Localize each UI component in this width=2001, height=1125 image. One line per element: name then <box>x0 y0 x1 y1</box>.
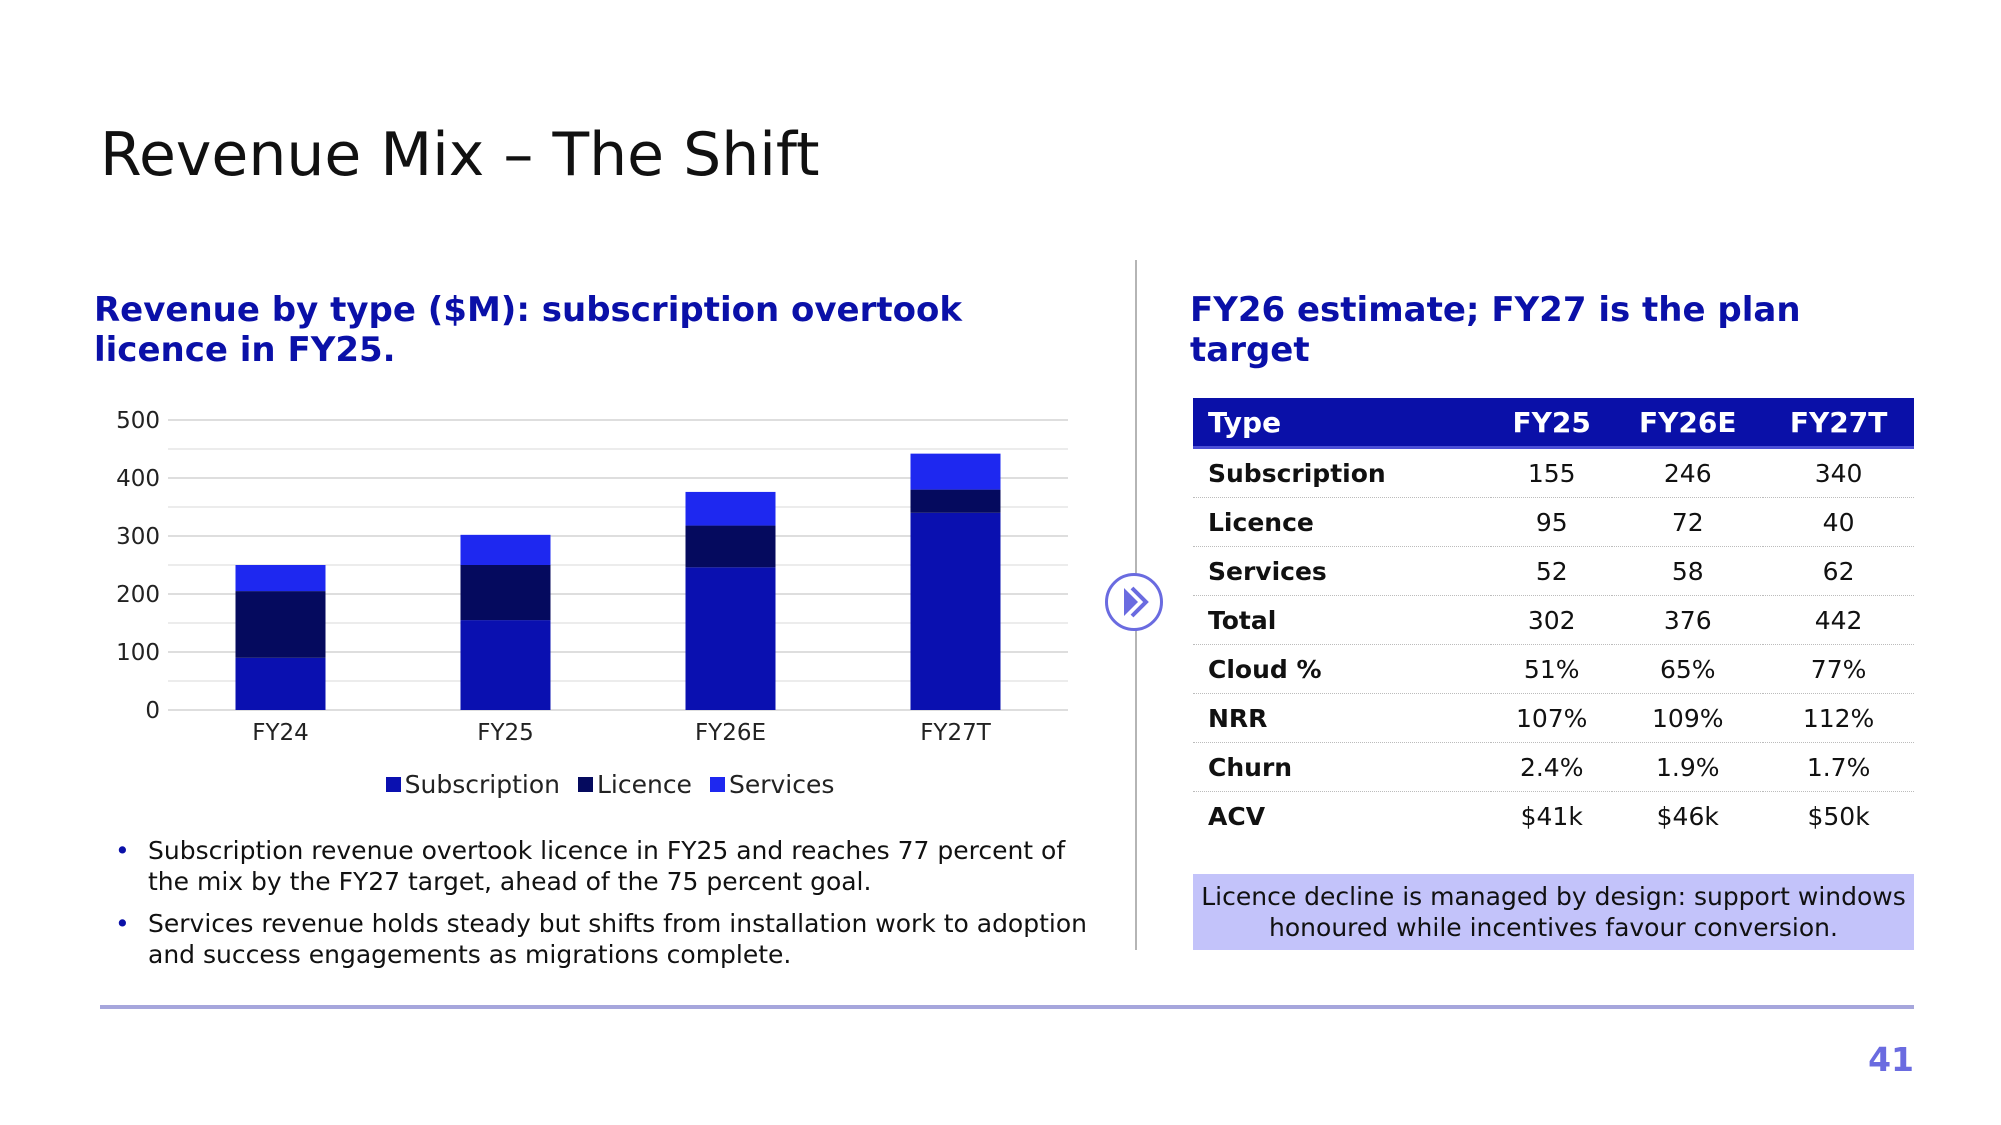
row-label: Cloud % <box>1193 644 1492 694</box>
bullet-list: • Subscription revenue overtook licence … <box>115 835 1095 981</box>
slide-title: Revenue Mix – The Shift <box>100 120 820 190</box>
row-label: Licence <box>1193 497 1492 547</box>
bullet-dot: • <box>115 836 130 865</box>
bar-segment-subscription <box>235 657 326 710</box>
row-label: Churn <box>1193 742 1492 792</box>
table-row: Total 302 376 442 <box>1193 595 1914 645</box>
bullet-item: • Subscription revenue overtook licence … <box>115 835 1095 897</box>
row-label: Subscription <box>1193 447 1492 498</box>
row-label: ACV <box>1208 801 1266 831</box>
table-cell: 72 <box>1612 497 1764 547</box>
table-cell: 109% <box>1612 693 1764 743</box>
y-tick-label: 500 <box>116 408 160 434</box>
table-header-row: Type FY25 FY26E FY27T <box>1193 398 1914 449</box>
bullet-dot: • <box>115 909 130 938</box>
table-cell: 112% <box>1763 693 1914 743</box>
bar-segment-subscription <box>460 620 551 710</box>
legend-label-services: Services <box>728 770 835 799</box>
table-cell: 302 <box>1491 595 1613 645</box>
legend-label-licence: Licence <box>596 770 692 799</box>
page-number: 41 <box>1868 1040 1914 1079</box>
y-tick-label: 0 <box>145 698 160 724</box>
footer-divider <box>100 1005 1914 1009</box>
table-cell: 246 <box>1612 447 1764 498</box>
legend-item-licence: Licence <box>577 770 692 799</box>
table-cell: 442 <box>1763 595 1914 645</box>
table-row: Cloud % 51% 65% 77% <box>1193 644 1914 694</box>
bullet-text: Services revenue holds steady but shifts… <box>148 909 1087 969</box>
table-cell: $41k <box>1520 801 1583 831</box>
table-row: NRR 107% 109% 112% <box>1193 693 1914 743</box>
bar-segment-services <box>685 491 776 526</box>
legend-item-subscription: Subscription <box>385 770 560 799</box>
bullet-item: • Services revenue holds steady but shif… <box>115 908 1095 970</box>
table-cell: 1.9% <box>1612 742 1764 792</box>
table-heading: FY26 estimate; FY27 is the plan target <box>1190 290 1801 370</box>
table-cell: 340 <box>1763 447 1914 498</box>
chart-heading: Revenue by type ($M): subscription overt… <box>94 290 962 370</box>
revenue-stacked-bar-chart: 0 100 200 300 400 500 FY24 FY25 FY26E FY27T <box>116 408 1068 746</box>
table-row: Churn 2.4% 1.9% 1.7% <box>1193 742 1914 792</box>
table-row: Services 52 58 62 <box>1193 546 1914 596</box>
table-cell: 1.7% <box>1763 742 1914 792</box>
table-cell: 155 <box>1491 447 1613 498</box>
header-fy25: FY25 <box>1491 398 1613 449</box>
row-label: Services <box>1193 546 1492 596</box>
table-cell: $46k <box>1656 801 1719 831</box>
row-label: NRR <box>1193 693 1492 743</box>
chart-legend: Subscription Licence Services <box>0 770 1220 799</box>
legend-swatch-licence <box>577 777 593 792</box>
next-arrow-button[interactable] <box>1105 573 1163 631</box>
table-cell: $50k <box>1807 801 1870 831</box>
table-cell: 376 <box>1612 595 1764 645</box>
bar-segment-services <box>460 534 551 565</box>
callout-box: Licence decline is managed by design: su… <box>1193 874 1914 950</box>
revenue-table: Type FY25 FY26E FY27T Subscription 155 2… <box>1193 398 1914 840</box>
bar-segment-services <box>910 453 1001 490</box>
callout-text: Licence decline is managed by design: su… <box>1201 882 1906 942</box>
y-tick-label: 300 <box>116 524 160 550</box>
table-row: Subscription 155 246 340 <box>1193 447 1914 498</box>
bar-segment-services <box>235 565 326 592</box>
x-tick-label: FY25 <box>477 720 534 746</box>
bullet-text: Subscription revenue overtook licence in… <box>148 836 1066 896</box>
header-fy26e: FY26E <box>1612 398 1764 449</box>
bar-segment-licence <box>910 489 1001 513</box>
table-cell: 52 <box>1491 546 1613 596</box>
table-cell: 107% <box>1491 693 1613 743</box>
bar-segment-subscription <box>685 567 776 710</box>
row-label: Total <box>1193 595 1492 645</box>
y-tick-label: 400 <box>116 466 160 492</box>
table-cell: 58 <box>1612 546 1764 596</box>
x-tick-label: FY26E <box>695 720 766 746</box>
y-tick-label: 100 <box>116 640 160 666</box>
x-tick-label: FY27T <box>920 720 992 746</box>
header-fy27t: FY27T <box>1763 398 1914 449</box>
bar-segment-licence <box>685 525 776 568</box>
table-cell: 51% <box>1491 644 1613 694</box>
table-cell: 40 <box>1763 497 1914 547</box>
double-chevron-right-icon <box>1124 586 1149 618</box>
table-cell: 77% <box>1763 644 1914 694</box>
legend-swatch-subscription <box>385 777 401 792</box>
table-row: Licence 95 72 40 <box>1193 497 1914 547</box>
bar-segment-licence <box>460 565 551 621</box>
table-row: ACV $41k $46k $50k <box>1193 792 1914 841</box>
table-cell: 2.4% <box>1491 742 1613 792</box>
bar-segment-licence <box>235 591 326 658</box>
y-tick-label: 200 <box>116 582 160 608</box>
table-cell: 95 <box>1491 497 1613 547</box>
legend-label-subscription: Subscription <box>404 770 560 799</box>
header-type: Type <box>1193 398 1492 449</box>
legend-item-services: Services <box>709 770 835 799</box>
x-tick-label: FY24 <box>252 720 309 746</box>
bar-segment-subscription <box>910 512 1001 710</box>
table-cell: 65% <box>1612 644 1764 694</box>
legend-swatch-services <box>709 777 725 792</box>
table-cell: 62 <box>1763 546 1914 596</box>
